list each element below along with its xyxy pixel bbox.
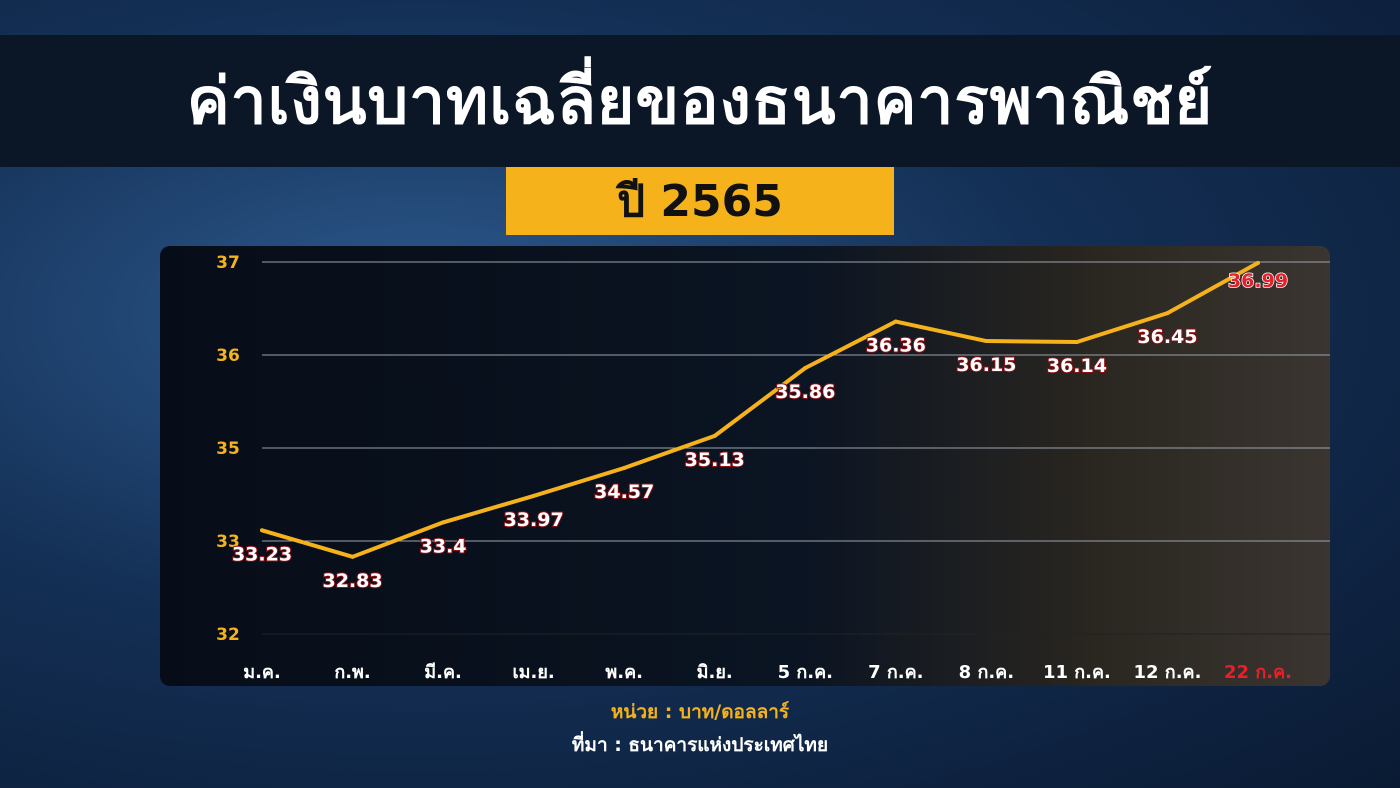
y-tick-label: 32 (216, 625, 240, 645)
data-label: 36.99 (1228, 270, 1288, 292)
source-note: ที่มา : ธนาคารแห่งประเทศไทย (571, 734, 829, 756)
data-point (260, 528, 264, 533)
data-point (712, 433, 717, 438)
x-tick-label: มิ.ย. (697, 662, 733, 683)
data-point (531, 493, 536, 498)
data-point (893, 319, 898, 324)
series-line (261, 261, 1259, 559)
data-label: 36.45 (1137, 326, 1197, 348)
data-point (1074, 339, 1079, 344)
x-tick-label: เม.ย. (513, 662, 555, 683)
data-label: 35.13 (685, 449, 745, 471)
chart-title: ค่าเงินบาทเฉลี่ยของธนาคารพาณิชย์ (186, 65, 1214, 139)
data-label: 32.83 (322, 570, 382, 592)
data-label: 34.57 (594, 481, 654, 503)
title-bar: ค่าเงินบาทเฉลี่ยของธนาคารพาณิชย์ (0, 35, 1400, 167)
data-label: 35.86 (775, 381, 835, 403)
data-label: 36.36 (866, 335, 926, 357)
x-tick-label: 12 ก.ค. (1133, 662, 1201, 683)
data-point (622, 465, 627, 470)
data-point (984, 339, 989, 344)
chart-panel (160, 246, 1330, 686)
data-label: 33.23 (232, 543, 292, 565)
data-label: 33.4 (420, 535, 467, 557)
data-label: 36.14 (1047, 355, 1107, 377)
data-label: 36.15 (956, 354, 1016, 376)
x-tick-label: 8 ก.ค. (959, 662, 1014, 683)
x-tick-label: พ.ค. (605, 662, 643, 683)
data-point (441, 520, 446, 525)
x-tick-label: 7 ก.ค. (868, 662, 923, 683)
x-tick-label: ม.ค. (243, 662, 281, 683)
data-point (350, 554, 355, 559)
x-tick-label: 22 ก.ค. (1224, 662, 1292, 683)
x-tick-label: ก.พ. (334, 662, 370, 683)
x-tick-label: 11 ก.ค. (1043, 662, 1111, 683)
year-badge: ปี 2565 (506, 167, 894, 235)
x-tick-label: 5 ก.ค. (778, 662, 833, 683)
data-point (803, 366, 808, 371)
data-label: 33.97 (504, 509, 564, 531)
y-tick-label: 36 (216, 346, 240, 366)
x-tick-label: มี.ค. (424, 662, 462, 683)
y-tick-label: 33 (216, 532, 240, 552)
data-point (1165, 311, 1170, 316)
y-tick-label: 35 (216, 439, 240, 459)
unit-note: หน่วย : บาท/ดอลลาร์ (610, 701, 790, 723)
y-tick-label: 37 (216, 253, 240, 273)
data-point (1256, 260, 1260, 265)
